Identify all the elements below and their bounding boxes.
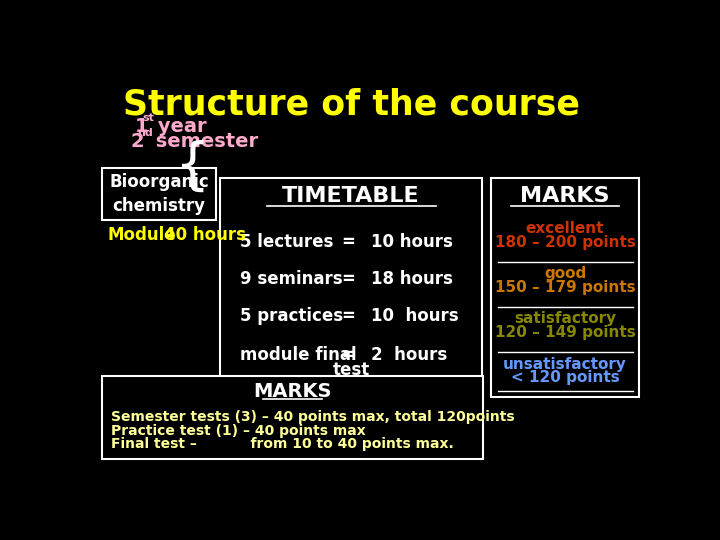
- Text: MARKS: MARKS: [253, 382, 331, 401]
- Text: 40 hours: 40 hours: [163, 226, 246, 245]
- Text: TIMETABLE: TIMETABLE: [282, 186, 420, 206]
- FancyBboxPatch shape: [492, 178, 639, 397]
- Text: 150 – 179 points: 150 – 179 points: [495, 280, 635, 295]
- Text: 10  hours: 10 hours: [372, 307, 459, 325]
- Text: Semester tests (3) – 40 points max, total 120points: Semester tests (3) – 40 points max, tota…: [111, 410, 515, 424]
- FancyBboxPatch shape: [220, 178, 482, 397]
- Text: =: =: [341, 233, 355, 252]
- Text: =: =: [341, 271, 355, 288]
- Text: satisfactory: satisfactory: [514, 311, 616, 326]
- Text: semester: semester: [149, 132, 258, 151]
- Text: test: test: [333, 361, 370, 379]
- Text: MARKS: MARKS: [521, 186, 610, 206]
- Text: =: =: [341, 307, 355, 325]
- Text: Practice test (1) – 40 points max: Practice test (1) – 40 points max: [111, 423, 366, 437]
- Text: 1: 1: [135, 117, 148, 136]
- Text: good: good: [544, 266, 586, 281]
- Text: Bioorganic
chemistry: Bioorganic chemistry: [109, 173, 209, 215]
- Text: year: year: [151, 117, 207, 136]
- Text: 120 – 149 points: 120 – 149 points: [495, 325, 636, 340]
- Text: unsatisfactory: unsatisfactory: [503, 356, 627, 372]
- Text: Structure of the course: Structure of the course: [122, 88, 580, 122]
- Text: Final test –           from 10 to 40 points max.: Final test – from 10 to 40 points max.: [111, 437, 454, 451]
- Text: module final: module final: [240, 346, 356, 364]
- Text: 18 hours: 18 hours: [372, 271, 453, 288]
- Text: 180 – 200 points: 180 – 200 points: [495, 235, 636, 249]
- FancyBboxPatch shape: [102, 376, 483, 459]
- Text: 5 lectures: 5 lectures: [240, 233, 333, 252]
- Text: nd: nd: [138, 128, 153, 138]
- FancyBboxPatch shape: [102, 168, 216, 220]
- Text: st: st: [142, 113, 154, 123]
- Text: =: =: [341, 346, 355, 364]
- Text: 5 practices: 5 practices: [240, 307, 343, 325]
- Text: 2  hours: 2 hours: [372, 346, 448, 364]
- Text: 2: 2: [130, 132, 144, 151]
- Text: 10 hours: 10 hours: [372, 233, 453, 252]
- Text: Module: Module: [107, 226, 176, 245]
- Text: 9 seminars: 9 seminars: [240, 271, 342, 288]
- Text: {: {: [174, 140, 209, 194]
- Text: < 120 points: < 120 points: [510, 370, 619, 386]
- Text: excellent: excellent: [526, 221, 604, 236]
